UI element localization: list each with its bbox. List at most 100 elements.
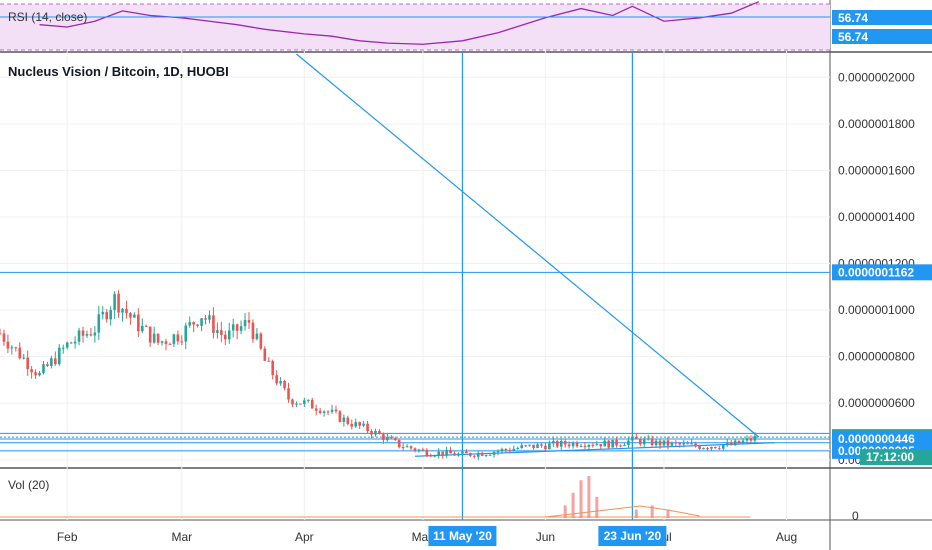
candle-body — [184, 325, 188, 342]
candle-body — [144, 325, 148, 327]
candle-body — [65, 342, 69, 348]
volume-bar — [666, 509, 670, 518]
price-tick-label: 0.0000001800 — [838, 117, 915, 131]
candle-body — [85, 334, 89, 336]
time-tick-label: Apr — [295, 530, 314, 544]
candle-body — [299, 403, 302, 405]
candle-body — [559, 440, 563, 447]
candle-body — [753, 436, 757, 441]
candle-body — [500, 449, 504, 452]
candle-body — [291, 399, 294, 405]
price-level-label: 0.0000001162 — [838, 265, 914, 279]
candle-body — [350, 423, 354, 427]
candle-body — [50, 358, 53, 366]
time-axis: FebMarAprMayJunJulAug — [57, 530, 797, 544]
candle-body — [152, 333, 156, 343]
candle-body — [77, 330, 81, 342]
candle-body — [413, 448, 417, 451]
candle-body — [358, 422, 361, 426]
candle-body — [263, 348, 267, 361]
candle-body — [714, 447, 717, 449]
candle-body — [678, 443, 682, 445]
candle-body — [30, 369, 33, 373]
candle-body — [101, 312, 105, 315]
trendline — [414, 442, 775, 457]
candle-body — [172, 334, 176, 344]
candle-body — [97, 314, 101, 333]
candle-body — [338, 411, 342, 422]
candle-body — [334, 409, 338, 412]
candle-body — [192, 322, 195, 325]
candle-body — [133, 314, 136, 318]
candle-body — [433, 455, 437, 457]
candle-body — [235, 324, 239, 331]
candle-body — [378, 430, 381, 435]
candle-body — [22, 357, 26, 359]
candle-body — [563, 440, 567, 445]
volume-bars — [563, 476, 670, 518]
time-tick-label: Jun — [536, 530, 555, 544]
candle-body — [650, 438, 654, 446]
candle-body — [654, 440, 658, 446]
candle-body — [46, 364, 49, 366]
candle-body — [690, 443, 693, 445]
candle-body — [674, 442, 678, 444]
candle-body — [591, 445, 595, 447]
candle-body — [603, 440, 607, 447]
rsi-line — [39, 1, 760, 45]
candle-body — [370, 431, 373, 435]
candle-body — [397, 439, 401, 448]
candle-body — [706, 448, 709, 450]
candle-body — [627, 440, 630, 446]
candle-body — [737, 440, 741, 443]
candle-body — [548, 443, 551, 450]
candle-body — [243, 320, 247, 327]
candle-body — [140, 325, 144, 332]
candle-body — [733, 440, 737, 446]
volume-bar — [563, 505, 567, 518]
candle-body — [156, 333, 160, 343]
candle-body — [267, 360, 271, 362]
candle-body — [619, 445, 622, 447]
candle-body — [552, 441, 555, 444]
candle-body — [212, 315, 215, 333]
candle-body — [42, 364, 45, 373]
candle-body — [393, 438, 397, 440]
candle-body — [2, 333, 6, 342]
price-tick-label: 0.0000001600 — [838, 163, 915, 177]
candle-body — [666, 440, 670, 446]
candle-body — [38, 372, 41, 376]
price-level-badge — [832, 264, 932, 281]
price-tick-label: 0.0000001400 — [838, 210, 915, 224]
candle-body — [382, 434, 385, 441]
candle-body — [251, 322, 255, 340]
candle-body — [623, 445, 626, 447]
volume-zero-label: 0 — [852, 509, 859, 523]
candle-body — [176, 334, 180, 342]
candle-body — [239, 326, 243, 331]
candle-body — [362, 423, 365, 426]
candle-body — [73, 341, 77, 344]
candle-body — [449, 450, 452, 454]
candle-body — [579, 446, 583, 448]
rsi-value-label: 56.74 — [838, 11, 868, 25]
candle-body — [10, 347, 14, 349]
candle-body — [220, 330, 223, 335]
candle-body — [405, 446, 409, 448]
rsi-indicator-label[interactable]: RSI (14, close) — [8, 10, 88, 24]
candle-body — [113, 293, 116, 310]
volume-bar — [587, 476, 591, 518]
candle-body — [342, 417, 346, 422]
candle-body — [279, 380, 282, 384]
candle-body — [204, 318, 207, 320]
candle-body — [544, 445, 547, 450]
candle-body — [662, 440, 666, 446]
countdown-badge — [860, 449, 932, 466]
candle-body — [457, 453, 460, 456]
volume-indicator-label[interactable]: Vol (20) — [8, 478, 50, 492]
candle-body — [646, 438, 650, 440]
candle-body — [81, 330, 85, 336]
candle-body — [121, 308, 124, 313]
volume-bar — [579, 480, 583, 518]
